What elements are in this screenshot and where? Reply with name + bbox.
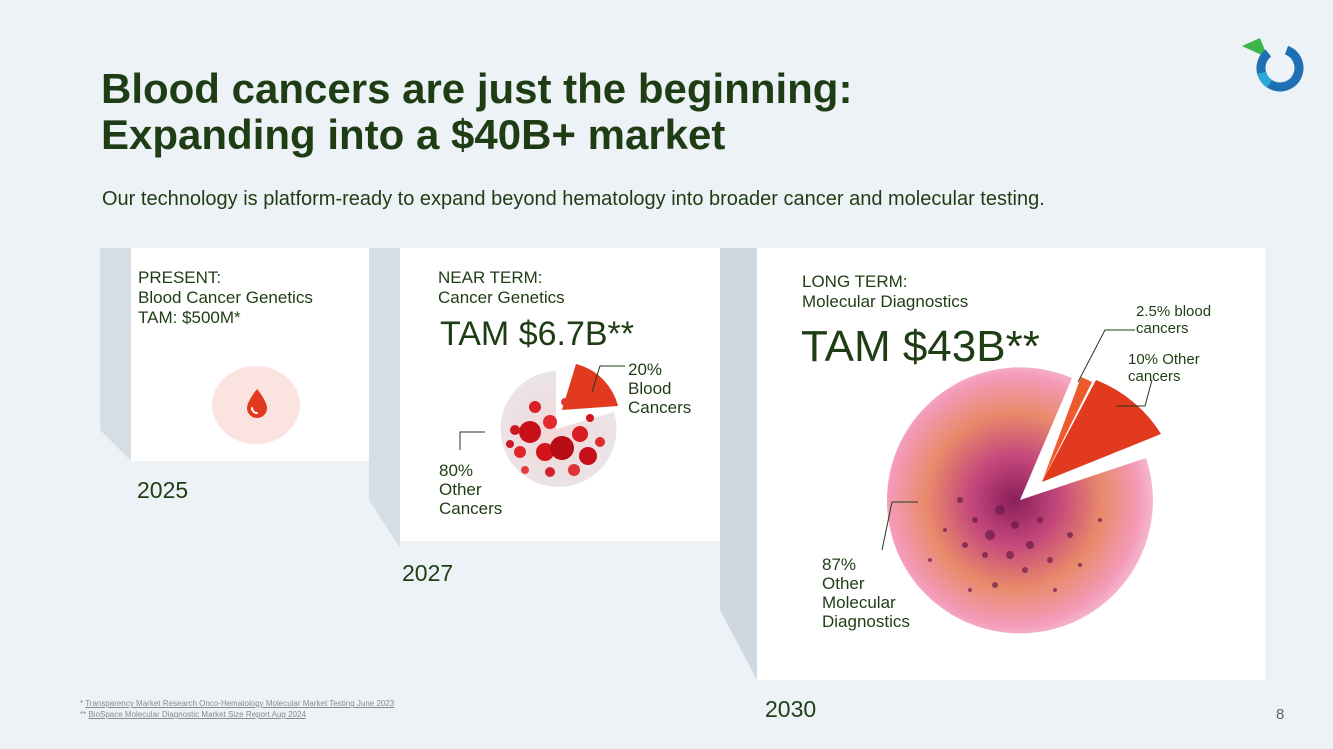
long-term-pie bbox=[886, 367, 1161, 634]
near-term-card bbox=[400, 248, 720, 541]
long-blood-slice-label: 2.5% blood cancers bbox=[1136, 303, 1212, 337]
long-blood-cancers-slice bbox=[1042, 377, 1092, 482]
near-term-pie bbox=[500, 364, 618, 487]
footnote-2-link[interactable]: BioSpace Molecular Diagnostic Market Siz… bbox=[88, 710, 306, 719]
long-term-tam: TAM $43B** bbox=[801, 322, 1040, 371]
long-molecular-label: 87% Other Molecular Diagnostics bbox=[822, 555, 910, 631]
year-2025: 2025 bbox=[137, 477, 189, 503]
near-other-slice-label: 80% Other Cancers bbox=[439, 461, 503, 518]
near-term-label: NEAR TERM: bbox=[438, 268, 543, 287]
long-term-segment: Molecular Diagnostics bbox=[802, 292, 969, 311]
title-line-2: Expanding into a $40B+ market bbox=[101, 111, 726, 158]
page-number: 8 bbox=[1276, 706, 1285, 723]
footnotes: * Transparency Market Research Onco-Hema… bbox=[80, 698, 394, 720]
present-label: PRESENT: bbox=[138, 268, 222, 287]
footnote-1-link[interactable]: Transparency Market Research Onco-Hemato… bbox=[85, 699, 395, 708]
long-other-molecular-slice bbox=[886, 367, 1153, 634]
footnote-1: * Transparency Market Research Onco-Hema… bbox=[80, 699, 395, 708]
red-cells bbox=[506, 398, 605, 477]
footnote-2: ** BioSpace Molecular Diagnostic Market … bbox=[80, 710, 306, 719]
year-2027: 2027 bbox=[402, 560, 454, 586]
near-blood-slice-label: 20% Blood Cancers bbox=[628, 360, 692, 417]
near-term-segment: Cancer Genetics bbox=[438, 288, 565, 307]
title-line-1: Blood cancers are just the beginning: bbox=[101, 65, 853, 112]
logo-green-mark bbox=[1242, 38, 1268, 58]
page-subtitle: Our technology is platform-ready to expa… bbox=[102, 188, 1045, 210]
tissue-cells bbox=[928, 497, 1102, 592]
long-leader-lines bbox=[881, 329, 1153, 551]
near-leader-lines bbox=[459, 365, 625, 450]
present-tam: TAM: $500M* bbox=[138, 308, 241, 327]
blood-drop-icon bbox=[247, 389, 267, 418]
year-2030: 2030 bbox=[765, 696, 817, 722]
present-segment: Blood Cancer Genetics bbox=[138, 288, 313, 307]
company-logo bbox=[1242, 38, 1304, 92]
present-heading: PRESENT: Blood Cancer Genetics TAM: $500… bbox=[138, 268, 313, 328]
near-term-heading: NEAR TERM: Cancer Genetics bbox=[438, 268, 565, 308]
page-title: Blood cancers are just the beginning: Ex… bbox=[101, 66, 852, 158]
logo-ring bbox=[1256, 44, 1304, 92]
long-other-cancers-label: 10% Other cancers bbox=[1128, 351, 1200, 385]
near-blood-cancers-slice bbox=[562, 364, 618, 410]
long-term-label: LONG TERM: bbox=[802, 272, 908, 291]
long-term-heading: LONG TERM: Molecular Diagnostics bbox=[802, 272, 968, 312]
near-term-tam: TAM $6.7B** bbox=[440, 315, 635, 353]
